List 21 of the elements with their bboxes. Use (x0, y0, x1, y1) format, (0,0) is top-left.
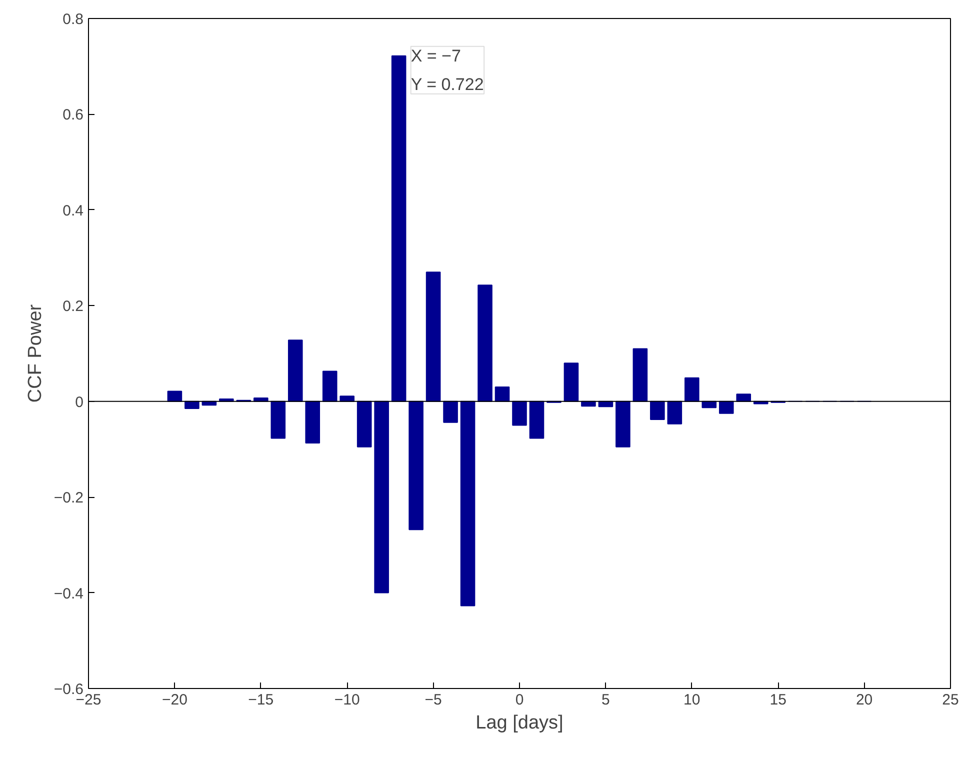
y-axis-title: CCF Power (24, 304, 46, 403)
y-tick-label: 0 (75, 394, 84, 411)
y-tick-label: 0.2 (62, 298, 84, 316)
x-tick-label: 0 (515, 692, 524, 708)
y-tick-label: −0.6 (54, 681, 84, 698)
x-tick-label: −20 (162, 692, 188, 708)
x-tick-label: 10 (684, 692, 700, 708)
x-tick-label: −5 (424, 692, 442, 708)
x-tick-label: 25 (942, 692, 959, 708)
x-tick-label: 20 (856, 692, 873, 708)
annotation: X = −7 Y = 0.722 (410, 46, 484, 94)
x-tick-label: 15 (770, 692, 786, 708)
y-tick-label: 0.4 (62, 202, 84, 220)
y-tick-label: −0.4 (54, 585, 84, 602)
y-tick-label: 0.8 (62, 11, 84, 28)
x-axis-title: Lag [days] (476, 712, 564, 734)
y-tick-label: 0.6 (62, 106, 84, 124)
x-tick-label: −10 (334, 692, 360, 708)
y-tick-label: −0.2 (54, 490, 84, 507)
x-tick-label: −15 (248, 692, 274, 708)
x-tick-label: 5 (602, 692, 610, 708)
